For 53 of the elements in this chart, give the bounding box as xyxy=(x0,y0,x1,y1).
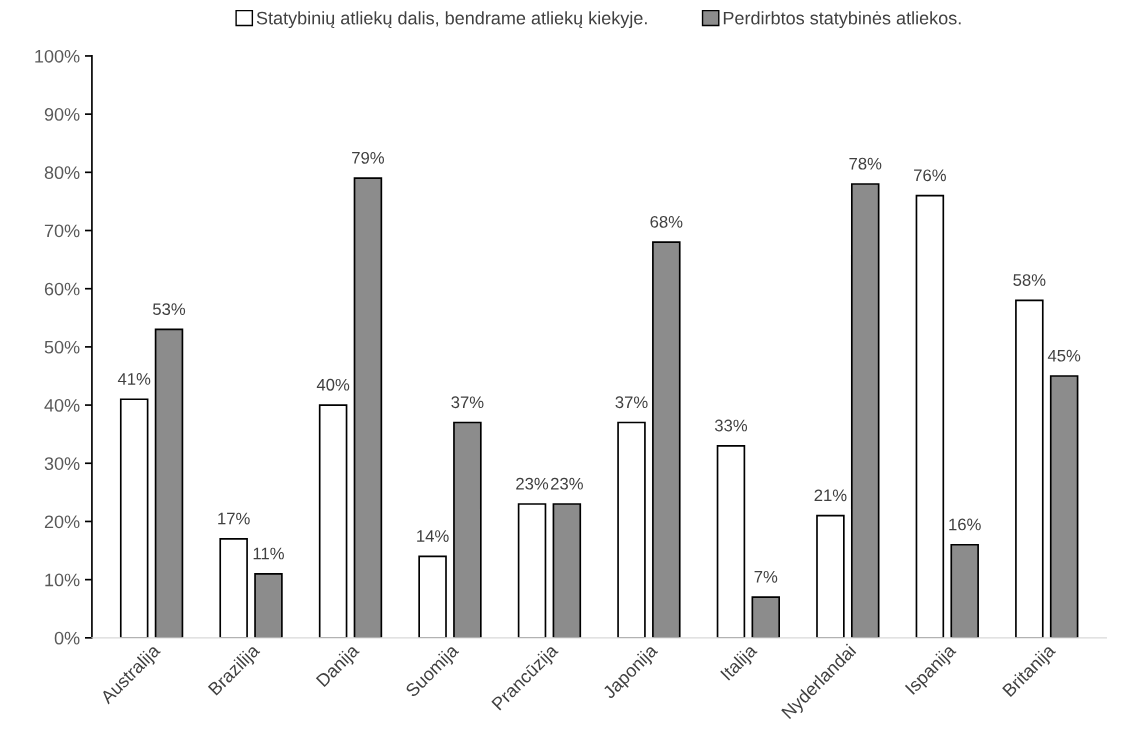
bar xyxy=(318,404,348,638)
data-label: 37% xyxy=(615,396,648,409)
bar xyxy=(850,183,880,638)
legend-label: Statybinių atliekų dalis, bendrame atliekų kiekyje. xyxy=(256,11,647,29)
y-tick-label: 10% xyxy=(45,573,80,587)
data-label: 40% xyxy=(316,378,350,391)
data-label: 45% xyxy=(1047,349,1081,362)
data-label: 23% xyxy=(551,477,583,490)
y-tick-label: 50% xyxy=(44,340,80,354)
y-tick-label: 30% xyxy=(44,457,80,470)
data-label: 37% xyxy=(451,396,484,409)
bar xyxy=(219,538,248,638)
bar xyxy=(1015,299,1044,638)
data-label: 14% xyxy=(417,530,449,542)
bar xyxy=(552,503,582,638)
data-label: 17% xyxy=(218,512,250,525)
bar xyxy=(353,177,383,638)
y-tick-label: 90% xyxy=(44,108,80,121)
bar xyxy=(716,444,746,638)
data-label: 16% xyxy=(949,518,981,531)
data-label: 68% xyxy=(650,215,683,228)
legend-label: Perdirbtos statybinės atliekos. xyxy=(723,11,961,29)
y-tick-label: 80% xyxy=(44,166,80,180)
data-label: 76% xyxy=(914,169,946,182)
bar xyxy=(453,421,482,638)
bar xyxy=(154,328,184,638)
bar xyxy=(1049,375,1079,638)
data-label: 7% xyxy=(754,570,778,583)
bar xyxy=(915,194,945,638)
y-tick-label: 70% xyxy=(44,224,80,238)
bar xyxy=(517,503,547,638)
bar xyxy=(418,555,447,638)
bar xyxy=(119,398,149,638)
bar xyxy=(816,514,845,638)
bar xyxy=(751,596,781,638)
bar xyxy=(254,572,283,638)
data-label: 41% xyxy=(117,373,151,385)
data-label: 11% xyxy=(253,547,284,560)
data-label: 79% xyxy=(352,151,385,164)
y-tick-label: 0% xyxy=(54,631,80,645)
data-label: 21% xyxy=(814,489,847,502)
data-label: 33% xyxy=(714,419,748,432)
y-tick-label: 60% xyxy=(44,282,80,296)
bar xyxy=(950,543,979,638)
y-tick-label: 100% xyxy=(35,49,80,63)
bar xyxy=(617,421,646,638)
data-label: 53% xyxy=(152,303,186,316)
data-label: 23% xyxy=(516,477,549,490)
data-label: 78% xyxy=(849,157,882,170)
y-tick-label: 40% xyxy=(44,399,80,412)
data-label: 58% xyxy=(1013,274,1046,286)
y-tick-label: 20% xyxy=(44,515,80,529)
bar xyxy=(652,241,681,638)
